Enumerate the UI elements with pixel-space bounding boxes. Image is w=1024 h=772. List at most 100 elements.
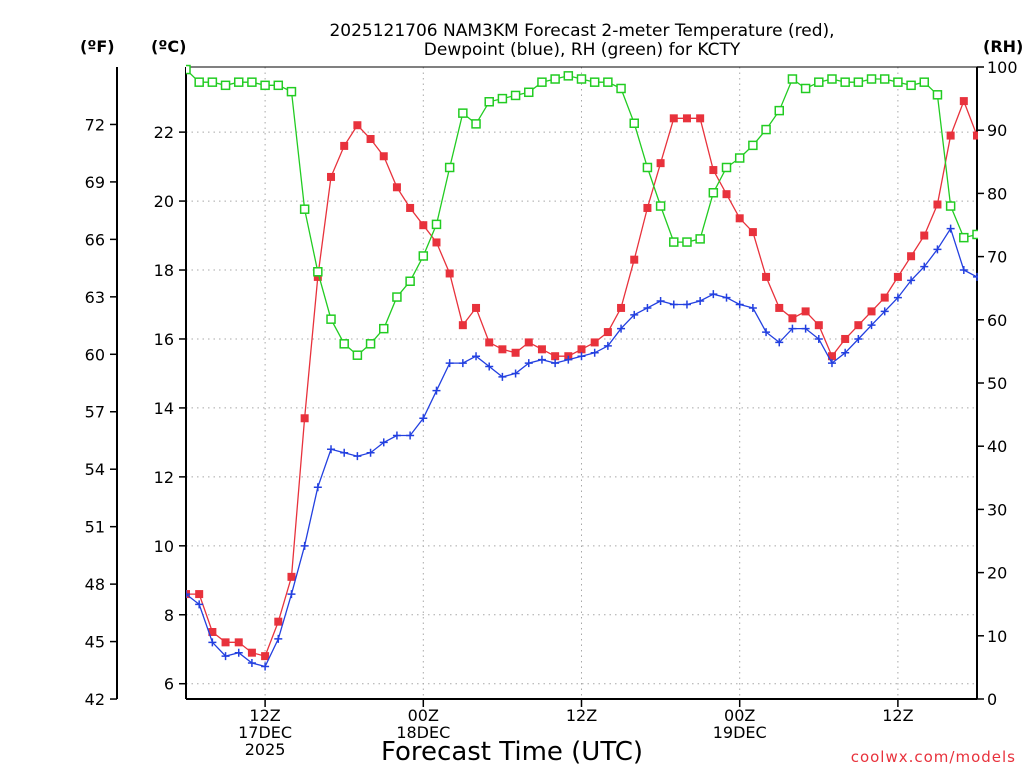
rh-point xyxy=(497,93,508,104)
dewpoint-point xyxy=(313,483,322,492)
celsius-tick-label: 14 xyxy=(154,399,174,418)
rh-point xyxy=(682,237,692,247)
fahrenheit-tick-label: 51 xyxy=(85,518,105,537)
temperature-point xyxy=(234,638,243,647)
series-temperature xyxy=(186,97,978,661)
rh-point xyxy=(721,162,732,173)
dewpoint-point xyxy=(472,352,481,361)
rh-point xyxy=(814,77,824,87)
dewpoint-point xyxy=(669,300,678,309)
rh-point xyxy=(471,119,481,129)
axes xyxy=(110,66,984,707)
dewpoint-point xyxy=(841,348,850,357)
x-tick-label: 00Z xyxy=(724,706,755,725)
temperature-point xyxy=(959,97,968,106)
temperature-point xyxy=(709,166,718,175)
rh-point xyxy=(352,350,363,360)
rh-point xyxy=(840,77,850,87)
temperature-point xyxy=(287,572,296,581)
rh-point xyxy=(484,97,494,107)
fahrenheit-tick-label: 48 xyxy=(85,575,105,594)
temperature-point xyxy=(854,321,863,330)
temperature-point xyxy=(432,238,441,247)
temperature-point xyxy=(313,272,322,281)
dewpoint-point xyxy=(234,648,243,657)
temperature-point xyxy=(524,338,533,347)
fahrenheit-tick-label: 42 xyxy=(85,690,105,709)
rh-point xyxy=(879,74,890,84)
rh-point xyxy=(906,80,916,91)
chart-title-line-2: Dewpoint (blue), RH (green) for KCTY xyxy=(424,40,741,60)
dewpoint-point xyxy=(656,297,665,306)
dewpoint-point xyxy=(775,338,784,347)
rh-point xyxy=(444,162,455,173)
rh-point xyxy=(392,292,402,302)
dewpoint-point xyxy=(801,324,810,333)
dewpoint-point xyxy=(603,341,612,350)
rh-point xyxy=(616,83,626,94)
rh-point xyxy=(603,77,613,87)
rh-tick-label: 90 xyxy=(987,121,1007,140)
fahrenheit-tick-label: 60 xyxy=(85,345,105,364)
dewpoint-point xyxy=(893,293,902,302)
x-tick-label: 12Z xyxy=(882,706,913,725)
celsius-tick-label: 18 xyxy=(154,261,174,280)
rh-point xyxy=(576,74,587,84)
fahrenheit-tick-label: 54 xyxy=(85,460,105,479)
rh-point xyxy=(787,74,798,84)
rh-point xyxy=(563,71,574,81)
celsius-tick-label: 6 xyxy=(164,675,174,694)
rh-point xyxy=(827,74,837,84)
fahrenheit-tick-label: 45 xyxy=(85,633,105,652)
temperature-point xyxy=(696,114,705,123)
rh-point xyxy=(945,201,956,211)
temperature-point xyxy=(590,338,599,347)
credit-label: coolwx.com/models xyxy=(851,748,1016,766)
temperature-point xyxy=(920,231,929,240)
dewpoint-point xyxy=(498,372,507,381)
dewpoint-point xyxy=(907,276,916,285)
rh-point xyxy=(800,83,811,94)
rh-point xyxy=(431,219,442,230)
temperature-point xyxy=(656,159,665,168)
rh-point xyxy=(550,74,560,84)
temperature-point xyxy=(880,293,889,302)
temperature-point xyxy=(392,183,401,192)
dewpoint-point xyxy=(327,445,336,454)
x-tick-label: 17DEC xyxy=(238,723,292,742)
temperature-point xyxy=(669,114,678,123)
celsius-tick-label: 8 xyxy=(164,606,174,625)
rh-point xyxy=(734,153,745,163)
rh-point xyxy=(233,77,244,87)
rh-tick-label: 40 xyxy=(987,437,1007,456)
x-tick-label: 18DEC xyxy=(396,723,450,742)
dewpoint-point xyxy=(524,359,533,368)
rh-point xyxy=(207,77,218,87)
x-tick-label: 12Z xyxy=(249,706,280,725)
temperature-point xyxy=(827,352,836,361)
x-tick-label: 12Z xyxy=(566,706,597,725)
rh-point xyxy=(194,77,204,87)
rh-point xyxy=(313,267,323,277)
dewpoint-point xyxy=(617,324,626,333)
fahrenheit-tick-label: 69 xyxy=(85,173,105,192)
dewpoint-point xyxy=(300,541,309,550)
celsius-unit-label: (ºC) xyxy=(151,37,186,56)
rh-point xyxy=(405,276,415,286)
dewpoint-point xyxy=(419,414,428,423)
rh-point xyxy=(186,64,191,75)
rh-tick-label: 20 xyxy=(987,564,1007,583)
x-axis-label: Forecast Time (UTC) xyxy=(381,737,643,767)
rh-point xyxy=(761,124,771,135)
rh-point xyxy=(642,162,653,173)
temperature-point xyxy=(366,135,375,144)
temperature-line xyxy=(186,99,978,657)
rh-point xyxy=(932,90,943,100)
dewpoint-point xyxy=(353,452,362,461)
dewpoint-point xyxy=(709,290,718,299)
rh-tick-label: 50 xyxy=(987,374,1007,393)
temperature-point xyxy=(498,345,507,354)
dewpoint-point xyxy=(682,300,691,309)
dewpoint-point xyxy=(208,638,217,647)
